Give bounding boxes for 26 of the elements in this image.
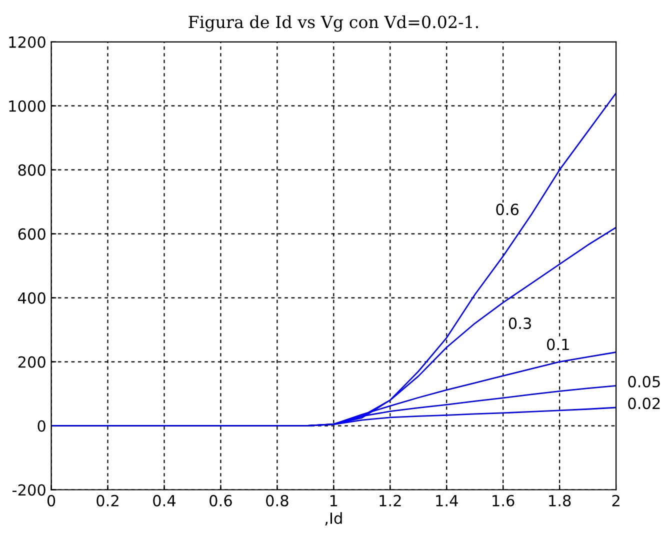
series-label: 0.02 — [628, 398, 660, 410]
y-tick-label: 200 — [18, 356, 46, 368]
y-tick-label: 0 — [38, 420, 46, 432]
x-tick-label: 0.6 — [210, 494, 232, 506]
y-tick-label: 1000 — [9, 100, 46, 112]
x-tick-label: 0 — [47, 494, 56, 506]
y-tick-label: 800 — [18, 164, 46, 176]
x-tick-label: 0.2 — [96, 494, 118, 506]
x-axis-title: ,Id — [325, 512, 342, 526]
x-tick-label: 1.4 — [436, 495, 458, 506]
x-tick-label: 1.8 — [549, 494, 571, 506]
x-tick-label: 1.6 — [492, 494, 514, 506]
x-tick-label: 1 — [330, 495, 338, 506]
y-tick-label: 400 — [18, 292, 46, 304]
chart-title: Figura de Id vs Vg con Vd=0.02-1. — [188, 15, 478, 32]
annotation: 0.1 — [547, 338, 569, 350]
x-tick-label: 0.4 — [153, 494, 176, 506]
y-tick-label: 600 — [18, 228, 46, 240]
series-label: 0.05 — [628, 376, 660, 388]
x-tick-label: 1.2 — [380, 494, 401, 506]
x-tick-label: 2 — [612, 494, 620, 506]
y-tick-label: 1200 — [9, 36, 46, 48]
annotation: 0.3 — [508, 318, 531, 330]
annotation: 0.6 — [496, 204, 519, 216]
x-tick-label: 0.8 — [266, 494, 288, 506]
y-tick-label: -200 — [12, 484, 46, 496]
